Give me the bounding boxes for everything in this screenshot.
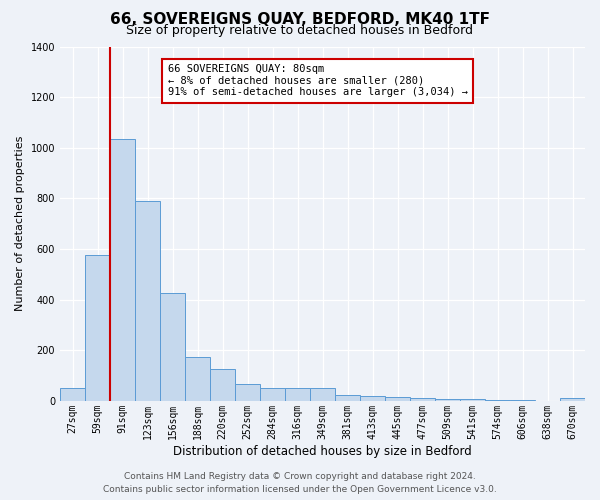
Bar (210, 370, 235, 401)
Bar (260, 388, 285, 401)
Bar (110, 139, 135, 401)
Bar (85, 256, 110, 401)
Bar (235, 384, 260, 401)
Bar (310, 388, 335, 401)
Text: Contains HM Land Registry data © Crown copyright and database right 2024.
Contai: Contains HM Land Registry data © Crown c… (103, 472, 497, 494)
Bar (185, 356, 210, 401)
Bar (160, 294, 185, 401)
Text: Size of property relative to detached houses in Bedford: Size of property relative to detached ho… (127, 24, 473, 37)
Bar (435, 399, 460, 401)
Bar (285, 388, 310, 401)
X-axis label: Distribution of detached houses by size in Bedford: Distribution of detached houses by size … (173, 444, 472, 458)
Bar (335, 394, 360, 401)
Bar (60, 388, 85, 401)
Text: 66 SOVEREIGNS QUAY: 80sqm
← 8% of detached houses are smaller (280)
91% of semi-: 66 SOVEREIGNS QUAY: 80sqm ← 8% of detach… (167, 64, 467, 98)
Bar (410, 398, 435, 401)
Bar (460, 399, 485, 401)
Bar (560, 398, 585, 401)
Text: 66, SOVEREIGNS QUAY, BEDFORD, MK40 1TF: 66, SOVEREIGNS QUAY, BEDFORD, MK40 1TF (110, 12, 490, 28)
Bar (360, 396, 385, 401)
Bar (385, 397, 410, 401)
Y-axis label: Number of detached properties: Number of detached properties (15, 136, 25, 312)
Bar (485, 400, 510, 401)
Bar (510, 400, 535, 401)
Bar (135, 201, 160, 401)
